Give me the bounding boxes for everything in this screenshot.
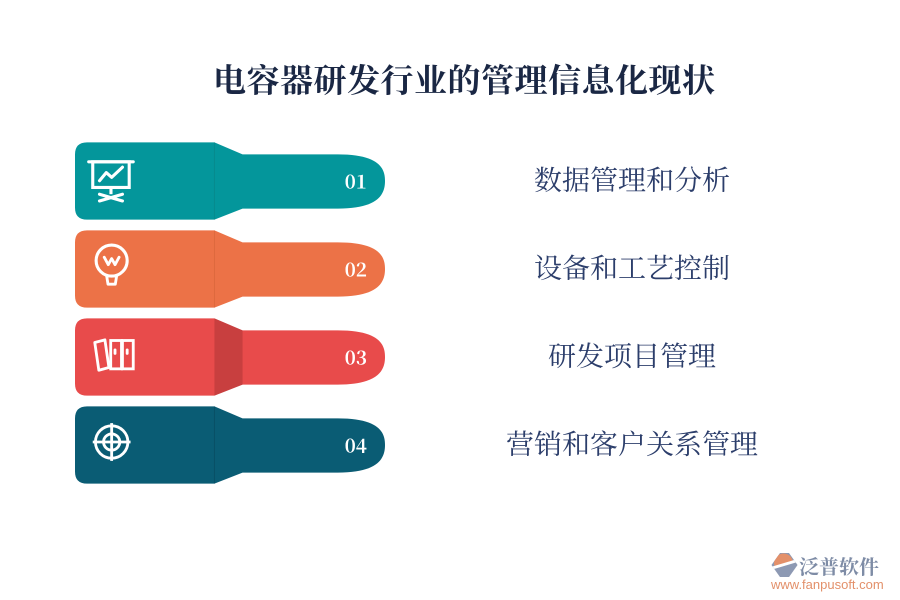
svg-text:www.fanpusoft.com: www.fanpusoft.com (770, 577, 884, 592)
svg-text:泛普软件: 泛普软件 (799, 552, 879, 580)
